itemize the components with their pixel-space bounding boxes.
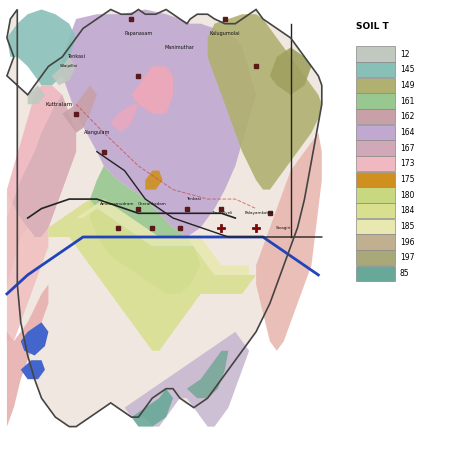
- Polygon shape: [7, 190, 48, 341]
- Text: SOIL T: SOIL T: [356, 22, 389, 31]
- Polygon shape: [208, 14, 322, 190]
- Polygon shape: [27, 85, 45, 104]
- Text: Kalugumolai: Kalugumolai: [210, 31, 240, 36]
- Text: Alangulam: Alangulam: [84, 130, 110, 135]
- Polygon shape: [62, 85, 97, 133]
- Text: 185: 185: [400, 222, 414, 231]
- Text: Tenkasi: Tenkasi: [186, 197, 201, 201]
- Polygon shape: [256, 133, 322, 351]
- Text: 161: 161: [400, 97, 414, 106]
- Text: 173: 173: [400, 159, 414, 168]
- Polygon shape: [270, 47, 311, 95]
- Polygon shape: [125, 332, 249, 427]
- Bar: [356, 125, 395, 140]
- Text: 149: 149: [400, 81, 414, 90]
- Polygon shape: [21, 360, 45, 379]
- Polygon shape: [52, 57, 76, 85]
- Bar: [356, 78, 395, 93]
- Bar: [356, 93, 395, 109]
- Text: 197: 197: [400, 253, 414, 262]
- Text: Tirunelveli: Tirunelveli: [211, 211, 232, 215]
- Polygon shape: [62, 9, 256, 237]
- Text: 196: 196: [400, 237, 414, 246]
- Polygon shape: [146, 171, 163, 190]
- Text: 167: 167: [400, 144, 414, 153]
- Bar: [356, 188, 395, 202]
- Bar: [356, 266, 395, 281]
- Bar: [356, 219, 395, 234]
- Polygon shape: [7, 9, 76, 85]
- Text: 164: 164: [400, 128, 414, 137]
- Text: Cherankadam: Cherankadam: [138, 202, 167, 206]
- Text: 180: 180: [400, 191, 414, 200]
- Polygon shape: [111, 104, 138, 133]
- Polygon shape: [21, 322, 48, 356]
- Polygon shape: [131, 66, 173, 114]
- Bar: [356, 46, 395, 62]
- Text: Manimuthar: Manimuthar: [165, 45, 195, 50]
- Bar: [356, 235, 395, 250]
- Text: Papanasam: Papanasam: [124, 31, 153, 36]
- Text: Tenkasi: Tenkasi: [67, 55, 85, 59]
- Polygon shape: [90, 166, 201, 294]
- Bar: [356, 109, 395, 124]
- Text: Kuttralam: Kuttralam: [45, 102, 73, 107]
- Text: 12: 12: [400, 49, 409, 58]
- Bar: [356, 172, 395, 187]
- Text: 85: 85: [400, 269, 410, 278]
- Bar: [356, 156, 395, 171]
- Polygon shape: [187, 351, 228, 398]
- Bar: [356, 62, 395, 77]
- Polygon shape: [131, 389, 173, 427]
- Polygon shape: [7, 95, 76, 284]
- Bar: [356, 140, 395, 155]
- Polygon shape: [76, 199, 249, 275]
- Polygon shape: [48, 199, 256, 351]
- Bar: [356, 250, 395, 265]
- Text: Silaipillai: Silaipillai: [60, 64, 78, 68]
- Text: Sivagiri: Sivagiri: [276, 226, 292, 229]
- Text: Palayamkottai: Palayamkottai: [245, 211, 274, 215]
- Text: 175: 175: [400, 175, 414, 184]
- Text: 184: 184: [400, 206, 414, 215]
- Text: Ambasamudram: Ambasamudram: [100, 202, 135, 206]
- Polygon shape: [7, 9, 322, 427]
- Text: 162: 162: [400, 112, 414, 121]
- Polygon shape: [7, 284, 48, 427]
- Polygon shape: [7, 85, 76, 237]
- Text: 145: 145: [400, 65, 414, 74]
- Bar: [356, 203, 395, 219]
